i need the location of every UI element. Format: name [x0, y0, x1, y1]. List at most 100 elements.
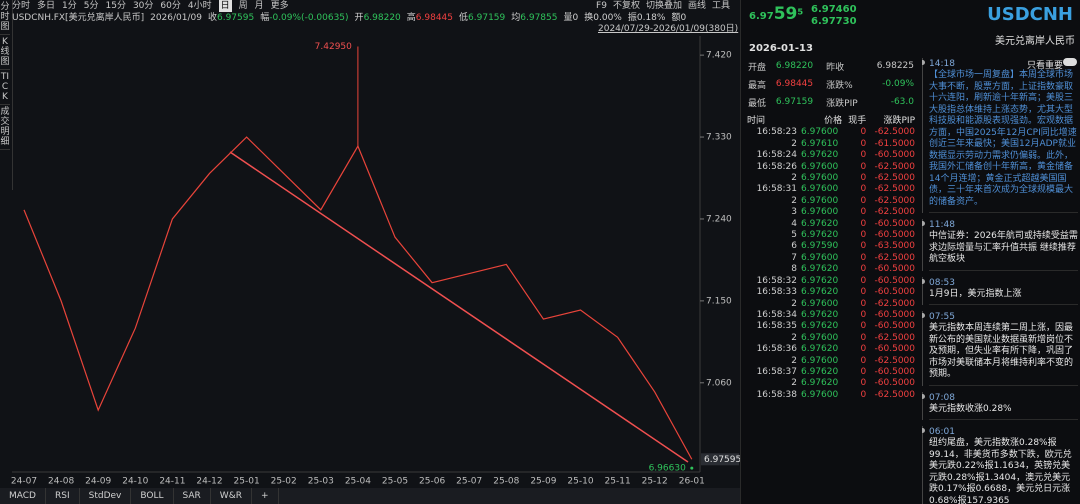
tick-row: 16:58:36 6.97620 0 -60.5000	[745, 344, 917, 355]
side-tab[interactable]: K线图	[0, 35, 10, 70]
tick-cell: 6.97620	[801, 378, 839, 389]
period-tab[interactable]: 多日	[37, 1, 56, 11]
code: USDCNH	[987, 4, 1073, 25]
symbol: USDCNH.FX[美元兑离岸人民币]	[12, 13, 145, 23]
tick-cell: -62.5000	[874, 184, 915, 195]
info-value: 6.98445	[415, 13, 454, 23]
tick-cell: 0	[860, 230, 867, 241]
news-item[interactable]: 08:53 1月9日，美元指数上涨	[922, 276, 1078, 305]
news-item[interactable]: 07:55 美元指数本周连续第二周上涨，因最新公布的美国就业数据虽新增岗位不及预期…	[922, 311, 1078, 386]
info-bar: USDCNH.FX[美元兑离岸人民币] 2026/01/09 收6.97595 幅…	[12, 12, 686, 24]
tool-button[interactable]: 画线	[687, 1, 706, 11]
tick-cell: 3	[791, 207, 797, 218]
info-field: 收6.97595	[208, 12, 254, 24]
indicator-tab[interactable]: SAR	[174, 488, 211, 504]
tick-cell: -60.5000	[874, 264, 915, 275]
date: 2026/01/09	[150, 13, 202, 23]
period-tab[interactable]: 5分	[83, 1, 99, 11]
period-tab[interactable]: 15分	[105, 1, 126, 11]
x-tick-label: 25-05	[382, 477, 408, 487]
indicator-tab[interactable]: BOLL	[131, 488, 174, 504]
side-tab[interactable]: TICK	[0, 70, 10, 105]
tick-cell: 6.97620	[801, 344, 839, 355]
x-tick-label: 26-01	[679, 477, 705, 487]
x-tick-label: 25-08	[493, 477, 519, 487]
tick-cell: 16:58:38	[756, 389, 797, 400]
bid-ask: 6.97460 6.97730	[811, 4, 857, 28]
quote-panel: 6.97595 6.97460 6.97730 USDCNH 美元兑离岸人民币 …	[740, 0, 1080, 504]
tick-cell: 16:58:33	[756, 287, 797, 298]
side-tab[interactable]: 成交明细	[0, 105, 10, 150]
period-tab[interactable]: 分时	[12, 1, 31, 11]
y-tick-label: 7.420	[706, 51, 732, 61]
tick-cell: 6.97620	[801, 275, 839, 286]
tick-cell: 0	[860, 287, 867, 298]
period-tab[interactable]: 更多	[270, 1, 289, 11]
indicator-tab[interactable]: W&R	[211, 488, 252, 504]
period-tab[interactable]: 月	[254, 1, 264, 11]
x-tick-label: 25-06	[419, 477, 445, 487]
quote-cell: -63.0	[890, 97, 914, 107]
news-item[interactable]: 14:18 【全球市场一周复盘】本周全球市场大事不断，股票方面，上证指数豪取十六连…	[922, 58, 1078, 213]
tick-cell: 0	[860, 378, 867, 389]
news-item[interactable]: 07:08 美元指数收涨0.28%	[922, 391, 1078, 420]
quote-cell: 昨收	[826, 62, 845, 73]
info-value: 0.18%	[636, 13, 666, 23]
tick-row: 2 6.97600 0 -62.5000	[745, 173, 917, 184]
tool-button[interactable]: 不复权	[612, 1, 640, 11]
tick-cell: 6.97600	[801, 184, 839, 195]
tick-row: 16:58:23 6.97600 0 -62.5000	[745, 127, 917, 138]
filter-label[interactable]: 只看重要	[1027, 61, 1064, 71]
news-item[interactable]: 06:01 纽约尾盘，美元指数涨0.28%报99.14，非美货币多数下跌，欧元兑美…	[922, 426, 1078, 504]
period-tab[interactable]: 4小时	[187, 1, 212, 11]
tick-cell: 0	[860, 241, 867, 252]
tick-row: 2 6.97600 0 -62.5000	[745, 196, 917, 207]
news-item[interactable]: 11:48 中信证券：2026年航司或持续受益需求边际增量与汇率升值共振 继续推荐…	[922, 219, 1078, 271]
tool-button[interactable]: 切换叠加	[645, 1, 682, 11]
x-tick-label: 24-12	[196, 477, 222, 487]
quote-table: 开盘 6.98220 昨收 6.98225 最高 6.98445 涨跌% -0.09% 最低 6.…	[745, 57, 917, 111]
period-tab[interactable]: 日	[218, 0, 232, 12]
filter-toggle[interactable]	[1063, 58, 1077, 66]
tick-row: 5 6.97620 0 -60.5000	[745, 230, 917, 241]
period-tab[interactable]: 周	[238, 1, 248, 11]
tick-row: 2 6.97600 0 -62.5000	[745, 299, 917, 310]
last-price-label: 6.97595	[704, 455, 740, 465]
indicator-tab[interactable]: MACD	[0, 488, 46, 504]
tick-cell: 2	[791, 138, 797, 149]
tool-button[interactable]: F9	[596, 1, 607, 11]
tick-row: 3 6.97600 0 -62.5000	[745, 207, 917, 218]
news-time: 06:01	[929, 427, 955, 437]
period-tab[interactable]: 60分	[160, 1, 181, 11]
tick-row: 6 6.97590 0 -63.5000	[745, 241, 917, 252]
tick-cell: 16:58:26	[756, 161, 797, 172]
info-value: 6.97159	[468, 13, 506, 23]
news-text: 纽约尾盘，美元指数涨0.28%报99.14，非美货币多数下跌，欧元兑美元跌0.2…	[929, 438, 1078, 504]
quote-cell: 6.98220	[775, 61, 814, 71]
info-value: 0	[572, 13, 579, 23]
x-tick-label: 25-04	[345, 477, 371, 487]
info-value: 6.97595	[216, 13, 255, 23]
info-label: 振	[627, 13, 637, 23]
tick-cell: 2	[791, 355, 797, 366]
info-field: 开6.98220	[355, 12, 401, 24]
tool-button[interactable]: 工具	[711, 1, 730, 11]
period-tab[interactable]: 30分	[132, 1, 154, 11]
tick-row: 2 6.97620 0 -60.5000	[745, 378, 917, 389]
tick-row: 2 6.97600 0 -62.5000	[745, 333, 917, 344]
tick-head: 现手	[848, 116, 867, 126]
range: 2024/07/29-2026/01/09(380日)	[598, 24, 739, 34]
indicator-tab[interactable]: +	[252, 488, 279, 504]
y-tick-label: 7.060	[706, 378, 732, 388]
tick-row: 8 6.97620 0 -60.5000	[745, 264, 917, 275]
period-bar: 分时 多日 1分 5分 15分 30分 60分 4小时日周月更多	[12, 0, 289, 12]
news-dot	[922, 278, 925, 284]
period-tab[interactable]: 1分	[62, 1, 77, 11]
news-text: 【全球市场一周复盘】本周全球市场大事不断，股票方面，上证指数豪取十六连阳，刷新逾…	[929, 70, 1078, 213]
side-tab[interactable]: 分时图	[0, 0, 10, 35]
x-tick-label: 25-12	[642, 477, 668, 487]
indicator-tab[interactable]: RSI	[46, 488, 80, 504]
ask: 6.97730	[811, 16, 857, 27]
price-line	[23, 136, 693, 460]
indicator-tab[interactable]: StdDev	[80, 488, 132, 504]
